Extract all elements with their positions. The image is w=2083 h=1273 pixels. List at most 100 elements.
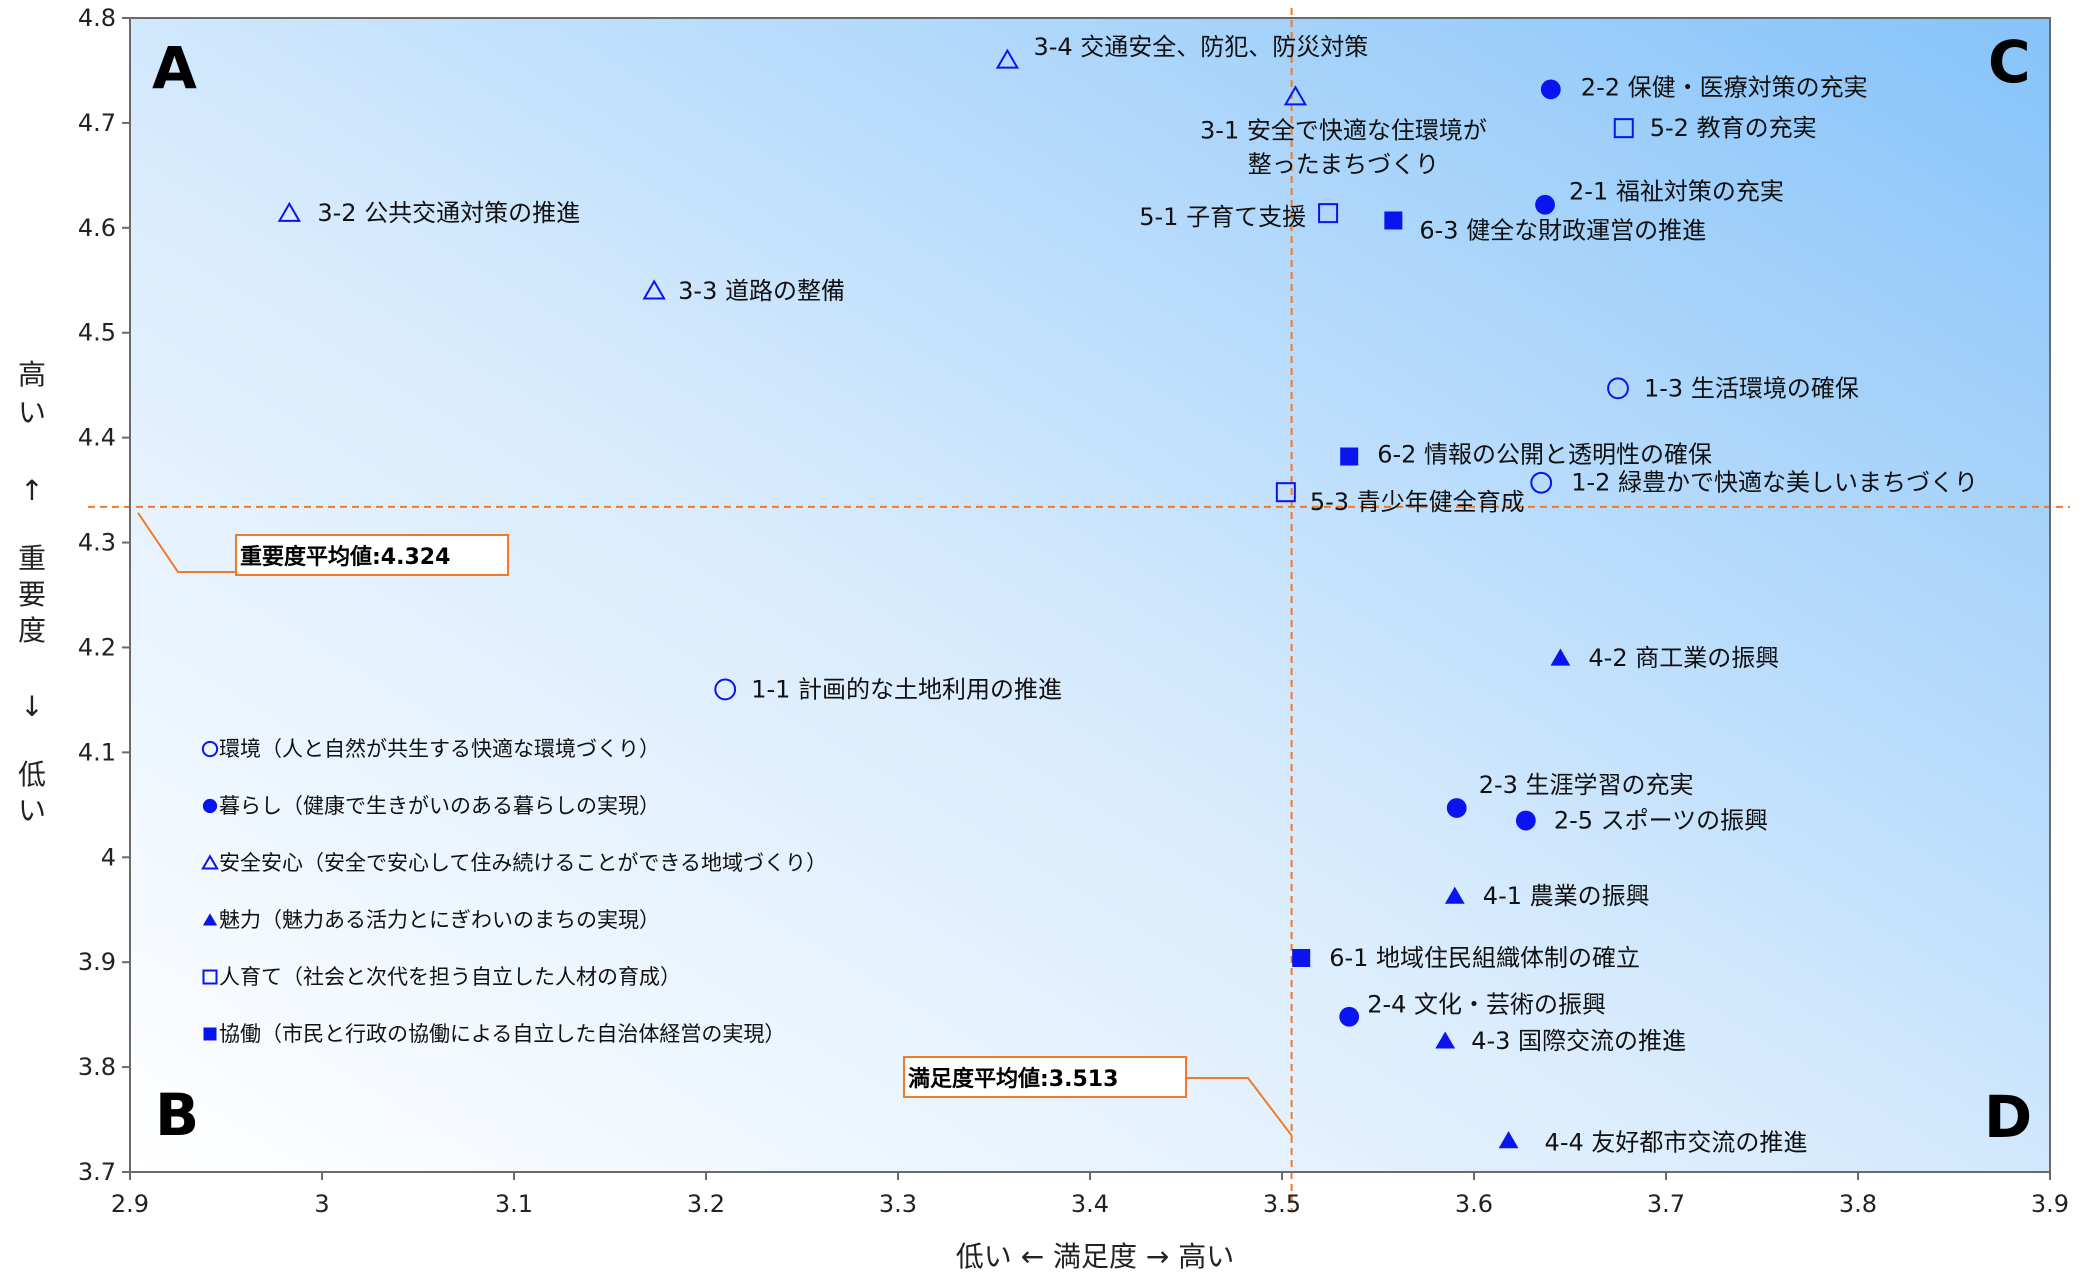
- y-tick-label: 4.4: [78, 424, 116, 452]
- y-axis-title-char: 要: [18, 578, 46, 611]
- data-point-label: 3-1 安全で快適な住環境が整ったまちづくり: [1200, 117, 1487, 179]
- legend-entry: 環境（人と自然が共生する快適な環境づくり）: [219, 737, 660, 761]
- data-point-label: 2-3 生涯学習の充実: [1479, 771, 1694, 799]
- data-point: [1444, 886, 1465, 904]
- data-point-label: 6-2 情報の公開と透明性の確保: [1377, 441, 1712, 469]
- legend-marker: [201, 854, 219, 870]
- data-point: [1535, 194, 1555, 215]
- data-point: [642, 279, 666, 300]
- data-point: [1340, 447, 1359, 466]
- data-point: [1384, 211, 1403, 230]
- y-axis-title-char: 度: [18, 614, 46, 647]
- data-point-label: 6-1 地域住民組織体制の確立: [1329, 944, 1640, 972]
- data-point-label: 2-4 文化・芸術の振興: [1367, 991, 1606, 1019]
- legend-entry: 協働（市民と行政の協働による自立した自治体経営の実現）: [219, 1022, 785, 1046]
- data-point-label: 5-1 子育て支援: [1139, 203, 1306, 231]
- data-point-label: 3-2 公共交通対策の推進: [317, 199, 580, 227]
- y-axis-title-char: い: [18, 396, 46, 429]
- importance-callout-leader: [137, 512, 236, 573]
- x-tick-label: 3.3: [879, 1190, 917, 1218]
- data-point: [714, 678, 737, 701]
- data-point: [1530, 471, 1553, 494]
- legend-entry: 魅力（魅力ある活力とにぎわいのまちの実現）: [219, 908, 660, 932]
- quadrant-label-d: D: [1984, 1083, 2032, 1151]
- y-tick-label: 3.8: [78, 1053, 116, 1081]
- data-point: [1540, 79, 1561, 100]
- data-point: [1318, 203, 1339, 224]
- y-tick-label: 3.9: [78, 948, 116, 976]
- quadrant-label-c: C: [1988, 28, 2031, 96]
- x-tick-label: 3.1: [495, 1190, 533, 1218]
- data-point-label: 1-1 計画的な土地利用の推進: [751, 675, 1062, 703]
- x-tick-label: 3.7: [1647, 1190, 1685, 1218]
- data-point: [277, 201, 301, 222]
- x-tick-label: 3.6: [1455, 1190, 1493, 1218]
- x-tick-label: 3: [314, 1190, 329, 1218]
- satisfaction-average-box: [903, 1056, 1187, 1098]
- x-tick-label: 3.5: [1263, 1190, 1301, 1218]
- x-tick-label: 3.2: [687, 1190, 725, 1218]
- data-point: [1515, 810, 1536, 831]
- data-point-label: 5-2 教育の充実: [1650, 114, 1817, 142]
- y-axis-title-char: 高: [18, 358, 46, 391]
- y-axis-title-char: ↓: [20, 690, 43, 723]
- x-tick-label: 3.4: [1071, 1190, 1109, 1218]
- y-tick-label: 4: [101, 843, 116, 871]
- y-axis-title: 高い↑重要度↓低い: [18, 358, 46, 827]
- satisfaction-average-label: 満足度平均値:3.513: [908, 1066, 1118, 1092]
- data-point-label: 4-2 商工業の振興: [1588, 644, 1779, 672]
- data-point-label: 6-3 健全な財政運営の推進: [1419, 216, 1706, 244]
- y-tick-label: 4.1: [78, 738, 116, 766]
- x-tick-label: 3.8: [1839, 1190, 1877, 1218]
- quadrant-label-a: A: [152, 34, 197, 102]
- data-point: [1498, 1131, 1519, 1149]
- y-tick-label: 4.7: [78, 109, 116, 137]
- legend-marker: [202, 969, 218, 985]
- y-axis-title-char: 低: [18, 758, 46, 791]
- legend-entry: 安全安心（安全で安心して住み続けることができる地域づくり）: [219, 851, 827, 875]
- y-tick-label: 4.3: [78, 529, 116, 557]
- plot-background: [130, 18, 2050, 1172]
- x-tick-label: 3.9: [2031, 1190, 2069, 1218]
- importance-average-box: [235, 534, 509, 576]
- data-point: [1607, 377, 1629, 400]
- plot-frame: [129, 17, 2051, 1173]
- data-point-label: 3-4 交通安全、防犯、防災対策: [1033, 33, 1368, 61]
- y-tick-label: 4.6: [78, 214, 116, 242]
- data-point-label: 2-2 保健・医療対策の充実: [1581, 73, 1868, 101]
- legend-marker: [203, 1027, 217, 1041]
- data-point: [1435, 1031, 1456, 1049]
- legend-marker: [201, 740, 219, 758]
- data-point-label: 4-4 友好都市交流の推進: [1545, 1129, 1808, 1157]
- data-point: [1550, 648, 1571, 666]
- x-tick-label: 2.9: [111, 1190, 149, 1218]
- data-point: [1283, 85, 1308, 106]
- y-tick-label: 4.2: [78, 633, 116, 661]
- data-point-label: 2-5 スポーツの振興: [1554, 807, 1768, 835]
- data-point-label: 4-3 国際交流の推進: [1471, 1027, 1686, 1055]
- data-point: [1275, 482, 1296, 503]
- data-point: [1339, 1006, 1360, 1027]
- data-point-label: 2-1 福祉対策の充実: [1569, 178, 1784, 206]
- y-axis-title-char: い: [18, 794, 46, 827]
- legend-entry: 暮らし（健康で生きがいのある暮らしの実現）: [219, 794, 660, 818]
- y-axis-title-char: 重: [18, 542, 46, 575]
- y-axis-title-char: ↑: [20, 474, 43, 507]
- data-point: [1613, 118, 1634, 139]
- data-point-label: 1-3 生活環境の確保: [1644, 374, 1859, 402]
- y-tick-label: 4.8: [78, 4, 116, 32]
- y-tick-label: 3.7: [78, 1158, 116, 1186]
- data-point-label: 4-1 農業の振興: [1483, 882, 1650, 910]
- y-tick-label: 4.5: [78, 319, 116, 347]
- legend-marker: [202, 913, 218, 926]
- x-axis-title: 低い ← 満足度 → 高い: [956, 1240, 1235, 1273]
- legend-marker: [202, 798, 218, 814]
- quadrant-label-b: B: [155, 1081, 199, 1149]
- data-point-label: 5-3 青少年健全育成: [1310, 488, 1525, 516]
- legend-entry: 人育て（社会と次代を担う自立した人材の育成）: [219, 965, 681, 989]
- importance-average-label: 重要度平均値:4.324: [240, 544, 450, 570]
- data-point-label: 3-3 道路の整備: [678, 277, 845, 305]
- data-point: [1446, 798, 1467, 818]
- data-point-label: 1-2 緑豊かで快適な美しいまちづくり: [1571, 469, 1978, 497]
